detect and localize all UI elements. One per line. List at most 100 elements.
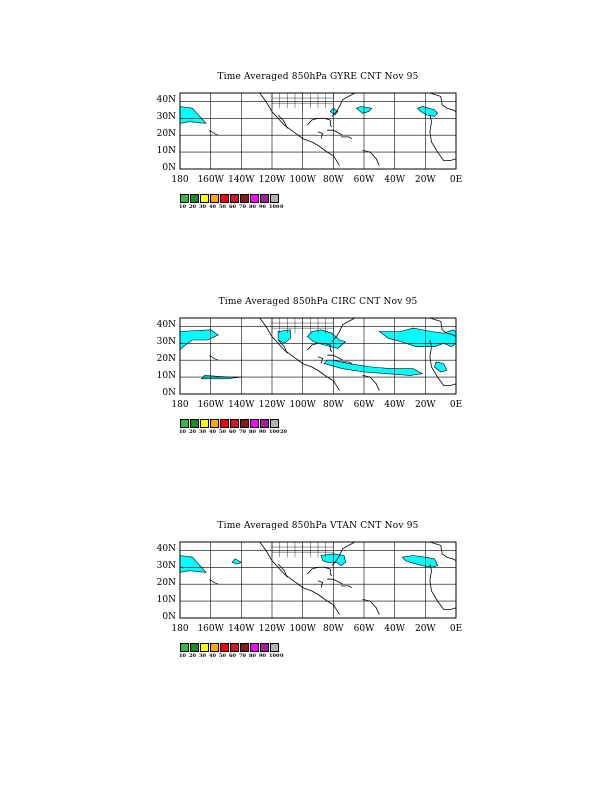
legend-label: 20 (189, 204, 196, 210)
y-tick-label: 10N (156, 595, 176, 606)
legend-label: 50 (219, 204, 226, 210)
legend-label: 80 (249, 429, 256, 435)
y-tick-label: 20N (156, 354, 176, 365)
map-frame (179, 317, 457, 395)
coastline (327, 129, 343, 136)
legend-swatch (210, 419, 219, 428)
legend-label: 50 (219, 429, 226, 435)
coastline (362, 599, 380, 615)
x-tick-label: 0E (449, 175, 463, 185)
x-tick-label: 120W (258, 175, 286, 185)
legend-swatch (230, 194, 239, 203)
legend-swatch (210, 194, 219, 203)
legend-swatch (220, 419, 229, 428)
coastline (327, 578, 343, 585)
x-tick-label: 100W (289, 624, 316, 634)
x-tick-label: 80W (322, 400, 344, 410)
island (212, 132, 216, 134)
coastline (259, 541, 340, 615)
legend-label: 10 (179, 653, 186, 659)
legend-label: 70 (239, 429, 246, 435)
legend-end-label: 0 (280, 204, 284, 210)
legend-label: 20 (189, 653, 196, 659)
coastline (429, 92, 457, 112)
legend-swatch (220, 643, 229, 652)
legend-label: 30 (199, 429, 206, 435)
x-tick-label: 100W (289, 175, 316, 185)
x-tick-label: 120W (258, 624, 286, 634)
shaded-region (179, 555, 207, 573)
x-tick-label: 60W (353, 175, 375, 185)
legend-label: 100 (269, 653, 280, 659)
x-tick-label: 20W (414, 175, 436, 185)
legend-label: 80 (249, 653, 256, 659)
y-tick-label: 0N (162, 388, 176, 398)
legend-swatch (250, 643, 259, 652)
legend-label: 90 (259, 429, 266, 435)
legend-label: 60 (229, 653, 236, 659)
shaded-region (179, 329, 219, 351)
x-tick-label: 160W (197, 175, 224, 185)
shaded-region (434, 361, 448, 373)
y-tick-label: 40N (156, 544, 176, 555)
y-tick-label: 30N (156, 337, 176, 348)
coastline (307, 566, 333, 577)
legend-label: 40 (209, 429, 216, 435)
coastline (429, 114, 457, 162)
legend-label: 90 (259, 653, 266, 659)
x-tick-label: 40W (384, 175, 405, 185)
x-tick-label: 120W (258, 400, 286, 410)
coastline (317, 580, 324, 588)
legend-swatch (230, 419, 239, 428)
legend-swatch (260, 419, 269, 428)
legend-swatch (180, 419, 189, 428)
y-tick-label: 30N (156, 112, 176, 123)
legend-swatch (250, 419, 259, 428)
y-tick-label: 10N (156, 371, 176, 382)
legend-swatch (180, 194, 189, 203)
island (212, 581, 216, 583)
x-tick-label: 20W (414, 400, 436, 410)
y-tick-label: 30N (156, 561, 176, 572)
coastline (277, 114, 288, 129)
y-tick-label: 10N (156, 146, 176, 157)
legend-swatch (270, 643, 279, 652)
coastline (362, 375, 380, 391)
x-tick-label: 180 (171, 624, 189, 634)
legend-end-label: 0 (280, 653, 284, 659)
map-frame (179, 541, 457, 619)
x-tick-label: 80W (322, 175, 344, 185)
legend-swatch (210, 643, 219, 652)
legend-swatch (230, 643, 239, 652)
legend-label: 80 (249, 204, 256, 210)
island (212, 357, 216, 359)
panel-title: Time Averaged 850hPa VTAN CNT Nov 95 (217, 521, 419, 531)
x-tick-label: 20W (414, 624, 436, 634)
legend-label: 60 (229, 204, 236, 210)
x-tick-label: 180 (171, 175, 189, 185)
legend-swatch (220, 194, 229, 203)
legend-swatch (240, 194, 249, 203)
x-tick-label: 140W (228, 400, 255, 410)
x-tick-label: 40W (384, 400, 405, 410)
coastline (317, 356, 324, 364)
x-tick-label: 160W (197, 624, 224, 634)
y-tick-label: 0N (162, 163, 176, 173)
coastline (327, 354, 343, 361)
legend-label: 70 (239, 653, 246, 659)
coastline (341, 585, 352, 588)
shaded-region (231, 558, 243, 565)
y-tick-label: 20N (156, 578, 176, 589)
coastline (429, 541, 457, 561)
legend-swatch (200, 194, 209, 203)
legend-label: 100 (269, 204, 280, 210)
legend-label: 50 (219, 653, 226, 659)
x-tick-label: 80W (322, 624, 344, 634)
x-tick-label: 140W (228, 624, 255, 634)
coastline (362, 150, 380, 166)
legend-swatch (240, 419, 249, 428)
coastline (429, 339, 457, 387)
panel-title: Time Averaged 850hPa GYRE CNT Nov 95 (217, 72, 419, 82)
legend-swatch (180, 643, 189, 652)
